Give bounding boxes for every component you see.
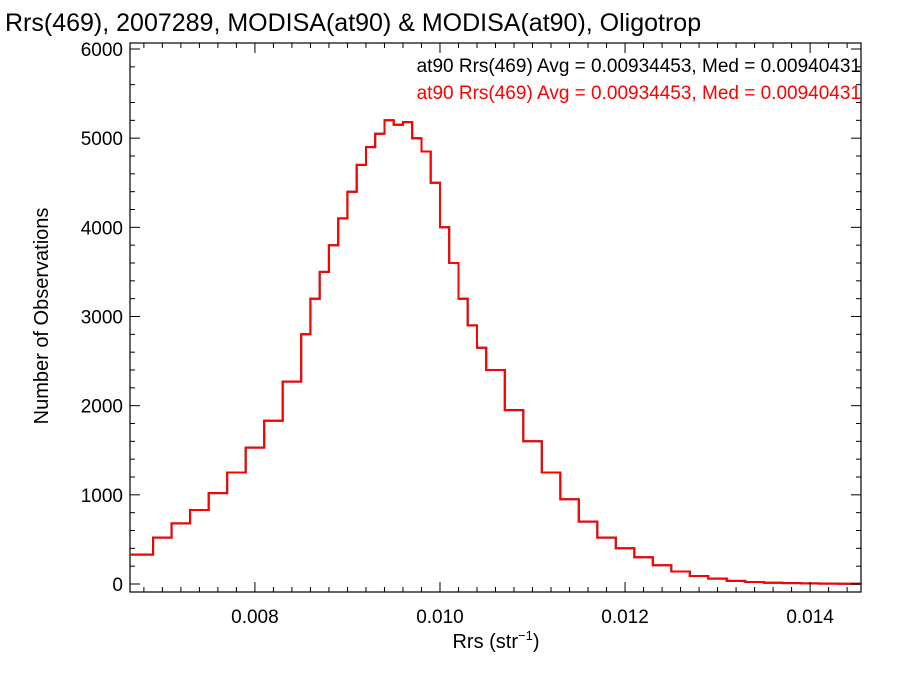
x-axis-label: Rrs (str−1): [452, 628, 539, 653]
x-tick-label: 0.010: [416, 607, 464, 628]
y-axis-label: Number of Observations: [31, 208, 53, 425]
x-tick-label: 0.014: [786, 607, 834, 628]
x-tick-label: 0.008: [231, 607, 279, 628]
chart-title: Rrs(469), 2007289, MODISA(at90) & MODISA…: [5, 9, 701, 37]
y-axis: 0 1000 2000 3000 4000 5000 6000: [81, 40, 861, 596]
x-tick-label: 0.012: [601, 607, 649, 628]
y-tick-label: 6000: [81, 40, 123, 61]
series-line-2: [130, 119, 862, 585]
plot-area: [129, 42, 862, 593]
y-tick-label: 3000: [81, 308, 123, 329]
y-tick-label: 4000: [81, 218, 123, 239]
y-tick-label: 5000: [81, 129, 123, 150]
y-tick-label: 2000: [81, 397, 123, 418]
legend-entry-2: at90 Rrs(469) Avg = 0.00934453, Med = 0.…: [417, 83, 861, 104]
series-layer: [130, 119, 862, 585]
y-tick-label: 0: [112, 575, 123, 596]
y-tick-label: 1000: [81, 486, 123, 507]
x-axis: 0.008 0.010 0.012 0.014: [143, 43, 848, 628]
series-line-1: [130, 119, 862, 585]
plot-frame: [129, 42, 862, 593]
legend-entry-1: at90 Rrs(469) Avg = 0.00934453, Med = 0.…: [417, 56, 861, 77]
